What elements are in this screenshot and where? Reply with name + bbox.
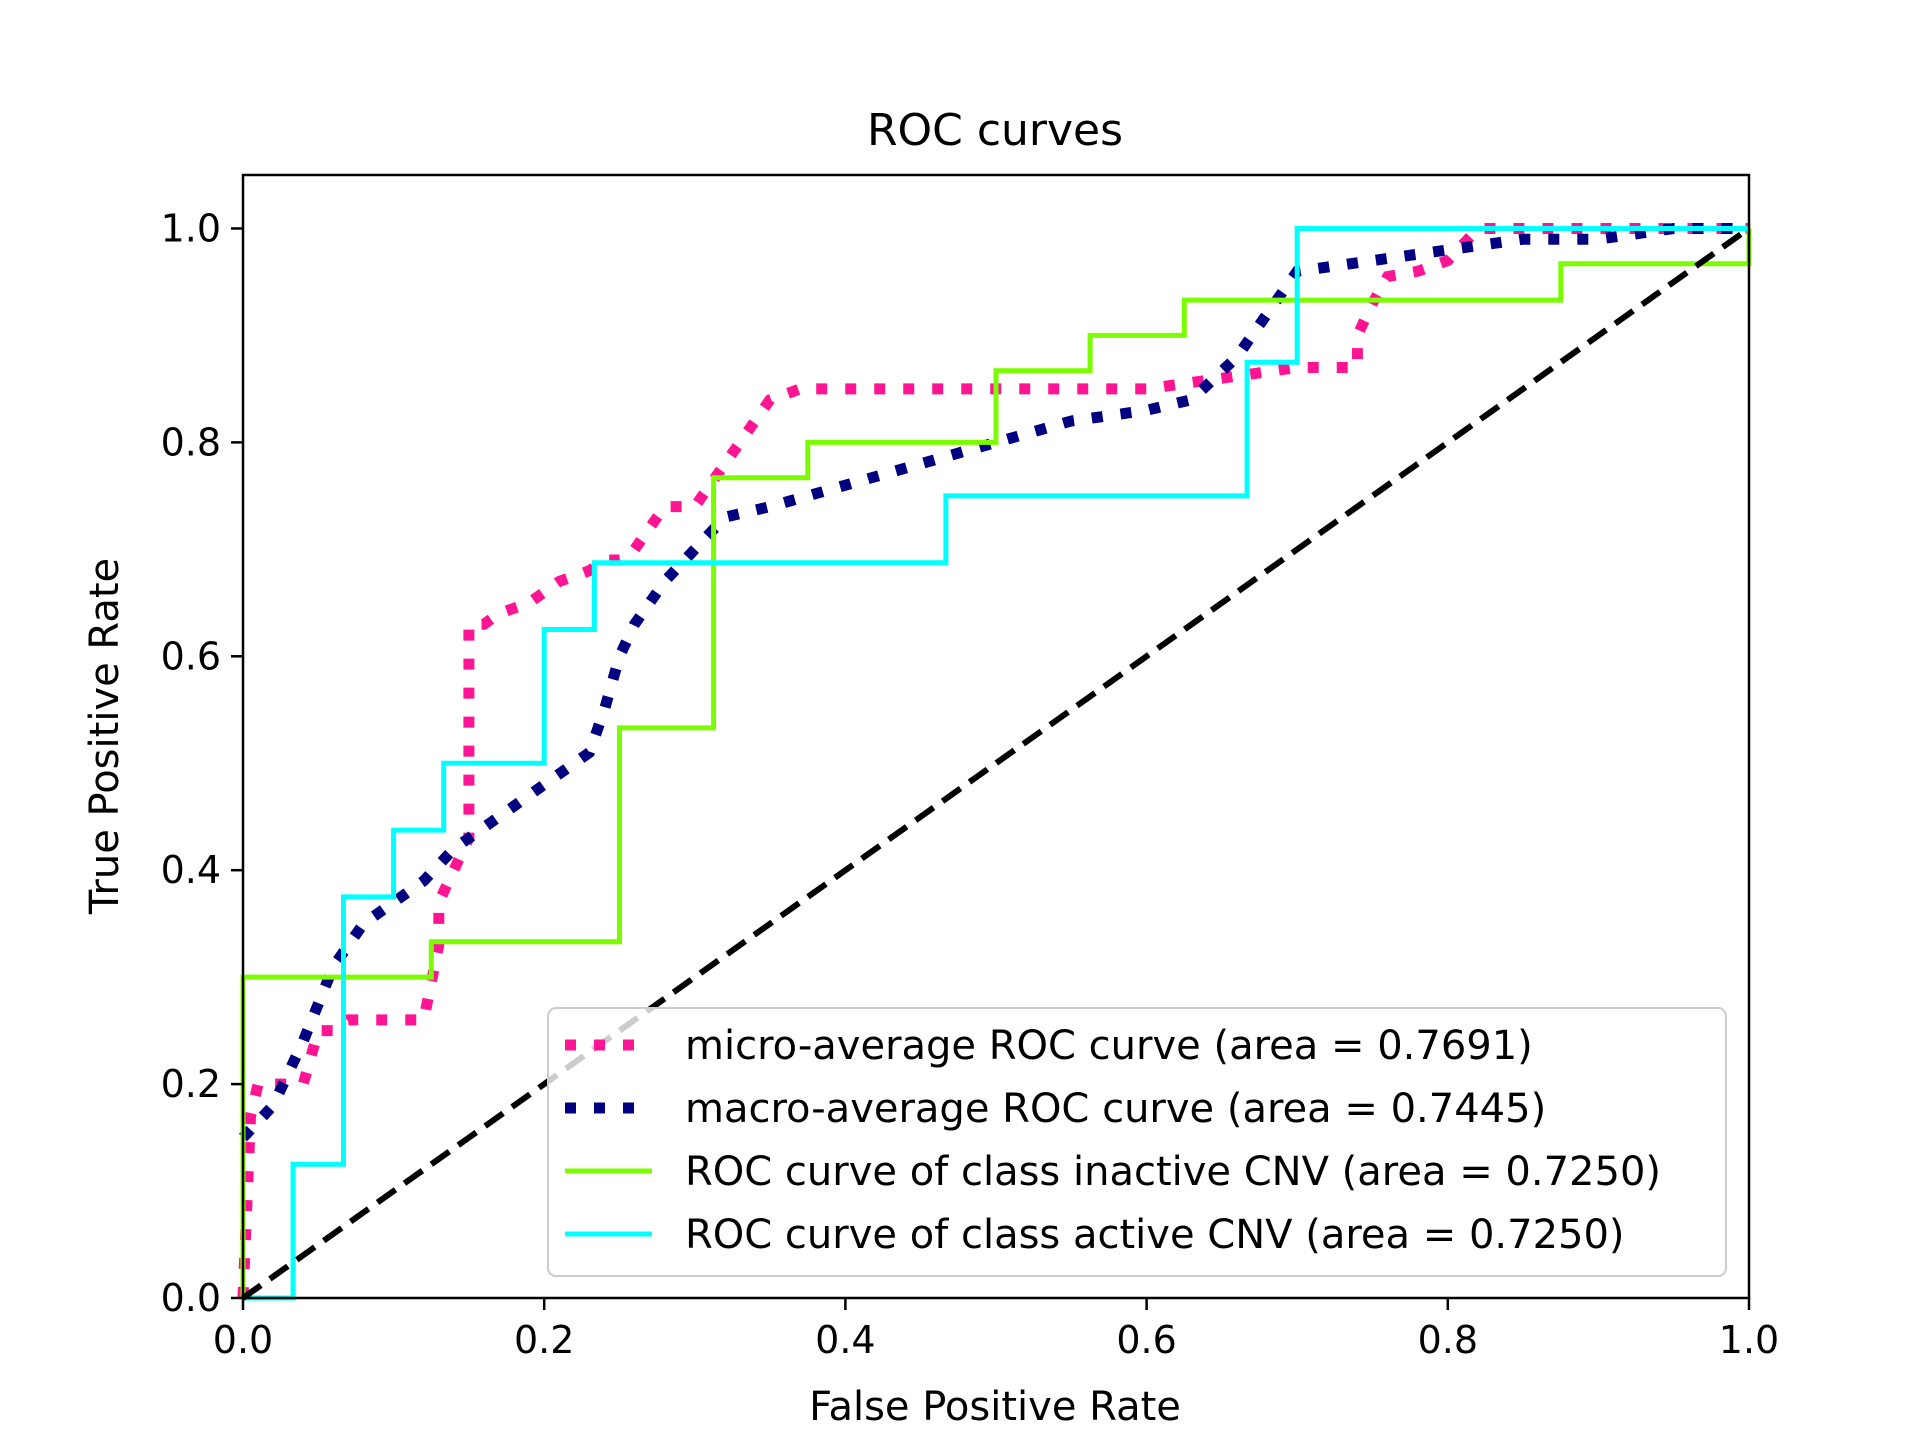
legend-label: ROC curve of class active CNV (area = 0.…: [685, 1212, 1625, 1258]
series-line-1: [238, 223, 1749, 1142]
x-axis-label: False Positive Rate: [809, 1384, 1181, 1430]
y-axis-label: True Positive Rate: [82, 558, 128, 915]
axes-frame: [241, 173, 1751, 1300]
y-tick-label: 0.4: [161, 848, 221, 892]
series-line-4: [241, 226, 1751, 1301]
legend-box: [547, 1007, 1727, 1277]
legend: micro-average ROC curve (area = 0.7691) m…: [547, 1007, 1727, 1277]
y-tick-label: 0.0: [161, 1276, 221, 1320]
x-tick-label: 0.6: [1116, 1318, 1176, 1362]
legend-label: ROC curve of class inactive CNV (area = …: [685, 1149, 1661, 1195]
legend-label: macro-average ROC curve (area = 0.7445): [685, 1086, 1546, 1132]
x-tick-label: 0.0: [213, 1318, 273, 1362]
series-line-3: [243, 226, 1749, 1301]
y-tick-label: 0.6: [161, 634, 221, 678]
x-tick-label: 0.2: [514, 1318, 574, 1362]
series-line-2: [240, 228, 1752, 1298]
x-tick-label: 0.8: [1418, 1318, 1478, 1362]
y-axis-ticks: 0.0 0.2 0.4 0.6 0.8 1.0: [161, 206, 243, 1320]
series-layer: [237, 223, 1752, 1301]
x-tick-label: 1.0: [1719, 1318, 1779, 1362]
x-tick-label: 0.4: [815, 1318, 875, 1362]
x-axis-ticks: 0.0 0.2 0.4 0.6 0.8 1.0: [213, 1298, 1779, 1362]
chart-title: ROC curves: [867, 105, 1123, 156]
y-tick-label: 0.8: [161, 420, 221, 464]
y-tick-label: 1.0: [161, 206, 221, 250]
y-tick-label: 0.2: [161, 1062, 221, 1106]
legend-label: micro-average ROC curve (area = 0.7691): [685, 1023, 1533, 1069]
